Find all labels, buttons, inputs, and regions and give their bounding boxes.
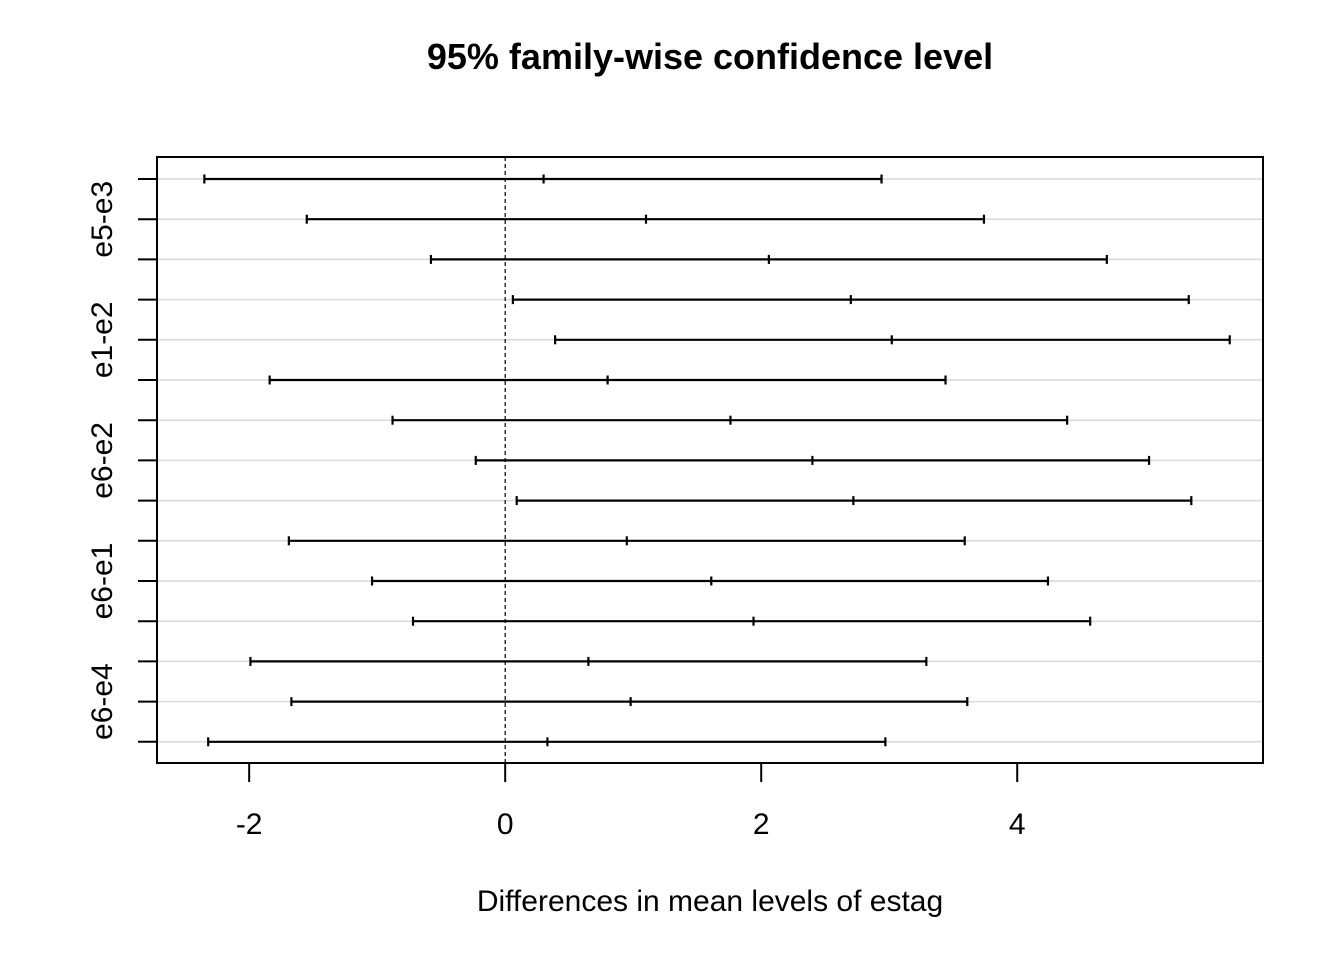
interval-7: [474, 455, 1151, 465]
chart-title: 95% family-wise confidence level: [427, 36, 993, 77]
interval-12: [249, 656, 928, 666]
y-tick-label: e6-e4: [86, 663, 119, 740]
interval-5: [268, 375, 947, 385]
x-tick-label: 2: [753, 808, 770, 841]
interval-13: [290, 697, 969, 707]
interval-10: [370, 576, 1050, 586]
interval-6: [391, 415, 1069, 425]
y-tick-label: e5-e3: [86, 181, 119, 258]
y-tick-label: e6-e2: [86, 422, 119, 499]
x-tick-label: -2: [236, 808, 263, 841]
interval-9: [287, 536, 966, 546]
x-tick-label: 4: [1009, 808, 1026, 841]
x-tick-label: 0: [497, 808, 514, 841]
y-tick-label: e6-e1: [86, 543, 119, 620]
interval-11: [411, 616, 1092, 626]
interval-14: [207, 737, 887, 747]
x-axis: -2 0 2 4: [236, 762, 1026, 841]
x-axis-label: Differences in mean levels of estag: [477, 885, 943, 918]
interval-2: [429, 254, 1108, 264]
interval-3: [511, 295, 1190, 305]
y-tick-label: e1-e2: [86, 301, 119, 378]
interval-1: [305, 214, 986, 224]
y-axis: e5-e3 e1-e2 e6-e2 e6-e1 e6-e4: [86, 178, 157, 743]
interval-4: [554, 335, 1231, 345]
interval-8: [515, 496, 1193, 506]
interval-layer: [203, 174, 1231, 747]
interval-0: [203, 174, 883, 184]
